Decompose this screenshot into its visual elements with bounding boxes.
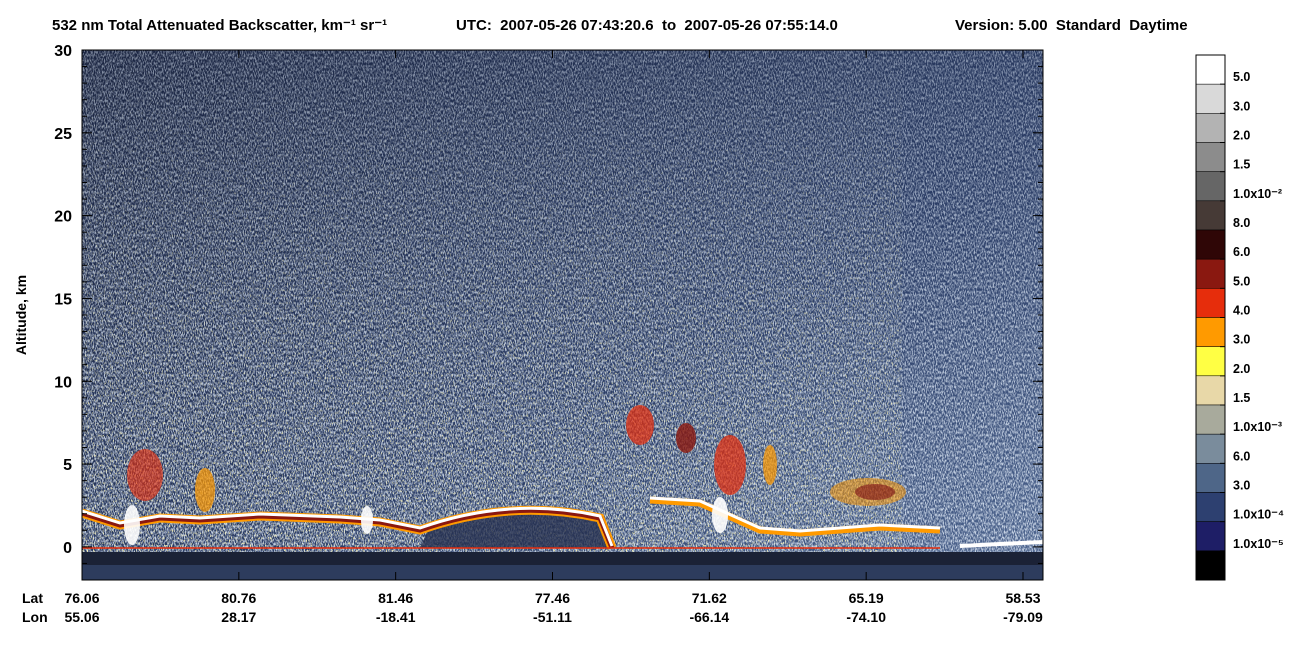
surface-layer [649, 496, 941, 533]
colorbar-label: 3.0 [1233, 333, 1250, 347]
colorbar-label: 8.0 [1233, 216, 1250, 230]
y-tick-label: 5 [63, 457, 72, 474]
colorbar-label: 3.0 [1233, 479, 1250, 493]
colorbar-label: 6.0 [1233, 245, 1250, 259]
curtain-image [82, 50, 1043, 580]
x-tick-label: 58.53 [1005, 590, 1040, 606]
x-tick-label: 76.06 [64, 590, 99, 606]
colorbar-label: 1.0x10⁻³ [1233, 420, 1282, 434]
colorbar-frame [1195, 54, 1226, 581]
colorbar-label: 2.0 [1233, 362, 1250, 376]
colorbar-swatch [1195, 229, 1226, 260]
colorbar-swatch [1195, 54, 1226, 85]
colorbar-swatch [1195, 200, 1226, 231]
colorbar-swatch [1195, 375, 1226, 406]
colorbar-label: 1.5 [1233, 391, 1250, 405]
x-tick-label: -18.41 [376, 609, 416, 625]
y-tick-label: 15 [54, 291, 72, 308]
surface-layer [82, 506, 614, 547]
x-tick-label: 28.17 [221, 609, 256, 625]
colorbar-label: 1.0x10⁻² [1233, 187, 1282, 201]
version: Version: 5.00 Standard Daytime [955, 17, 1188, 34]
x-tick-label: 80.76 [221, 590, 256, 606]
x-tick-label: -74.10 [846, 609, 886, 625]
colorbar-label: 1.0x10⁻⁴ [1233, 508, 1284, 522]
surface-layer [959, 540, 1043, 548]
colorbar-label: 5.0 [1233, 274, 1250, 288]
colorbar-swatch [1195, 317, 1226, 347]
y-tick-label: 10 [54, 374, 72, 391]
time-range: UTC: 2007-05-26 07:43:20.6 to 2007-05-26… [456, 17, 838, 34]
y-tick-label: 0 [63, 540, 72, 557]
aerosol-noise [82, 50, 902, 580]
colorbar-label: 6.0 [1233, 449, 1250, 463]
x-row-label: Lat [22, 590, 43, 606]
colorbar-label: 2.0 [1233, 129, 1250, 143]
colorbar-swatch [1195, 346, 1226, 377]
y-tick-label: 20 [54, 209, 72, 226]
colorbar-swatch [1195, 258, 1226, 289]
colorbar-swatch [1195, 83, 1226, 114]
surface-layer [82, 507, 615, 549]
colorbar-label: 1.5 [1233, 158, 1250, 172]
x-row-label: Lon [22, 609, 48, 625]
x-tick-label: 65.19 [849, 590, 884, 606]
colorbar-swatch [1195, 171, 1226, 202]
colorbar-label: 3.0 [1233, 99, 1250, 113]
clouds [124, 405, 906, 545]
colorbar-label: 4.0 [1233, 304, 1250, 318]
colorbar-swatch [1195, 404, 1226, 435]
colorbar-swatch [1195, 433, 1226, 464]
y-tick-label: 30 [54, 43, 72, 60]
colorbar-swatch [1195, 142, 1226, 172]
x-tick-label: -79.09 [1003, 609, 1043, 625]
y-tick-label: 25 [54, 126, 72, 143]
subsurface [82, 565, 1043, 580]
colorbar-swatch [1195, 288, 1226, 318]
x-tick-label: 77.46 [535, 590, 570, 606]
colorbar-swatch [1195, 463, 1226, 493]
colorbar-swatch [1195, 550, 1226, 581]
colorbar-swatch [1195, 521, 1226, 552]
x-tick-label: 71.62 [692, 590, 727, 606]
y-axis-label: Altitude, km [13, 275, 29, 355]
x-tick-label: -51.11 [533, 609, 572, 625]
surface-layer [649, 496, 941, 537]
x-tick-label: 55.06 [64, 609, 99, 625]
colorbar-swatch [1195, 492, 1226, 522]
x-tick-label: -66.14 [689, 609, 729, 625]
chart-title: 532 nm Total Attenuated Backscatter, km⁻… [52, 17, 387, 34]
colorbar-label: 5.0 [1233, 70, 1250, 84]
colorbar-swatch [1195, 113, 1226, 143]
colorbar-label: 1.0x10⁻⁵ [1233, 537, 1284, 551]
x-tick-label: 81.46 [378, 590, 413, 606]
